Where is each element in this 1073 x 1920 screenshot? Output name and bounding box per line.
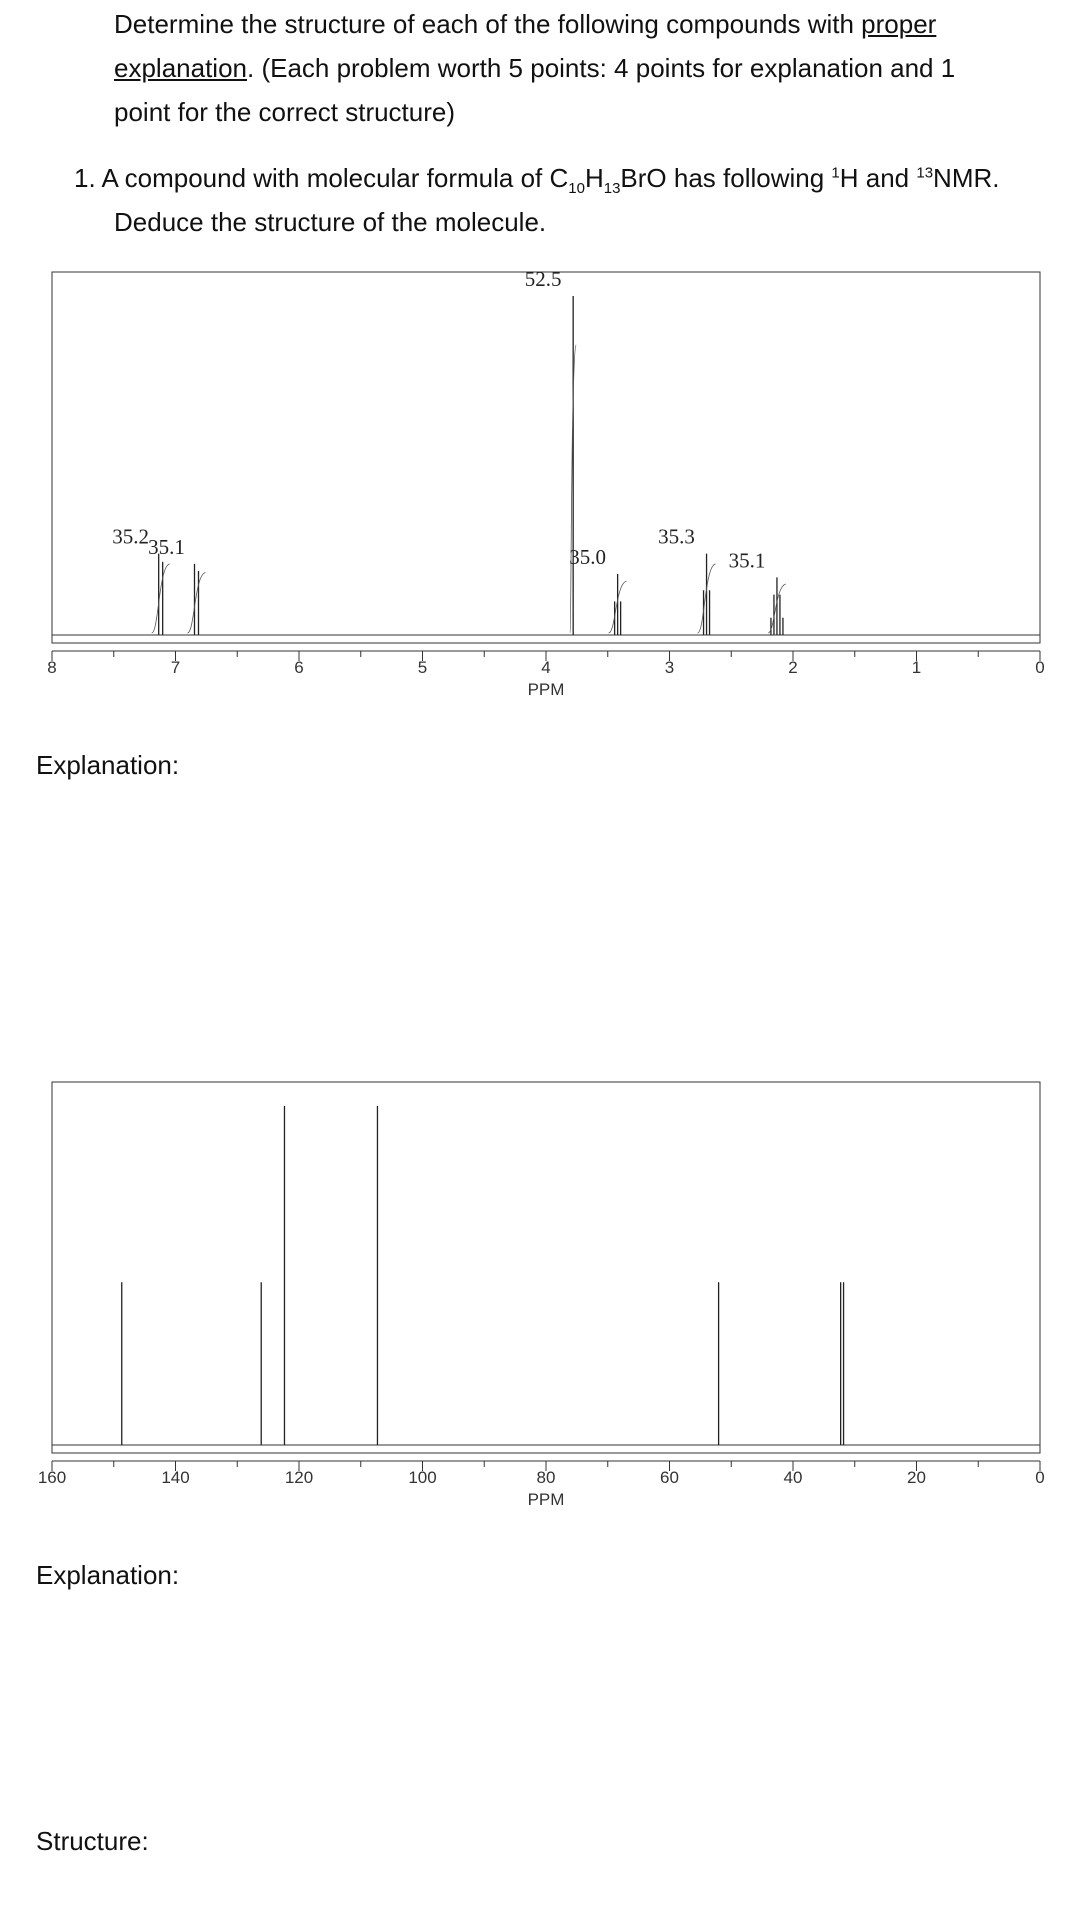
- tick-label: 160: [38, 1468, 66, 1487]
- instructions: Determine the structure of each of the f…: [114, 2, 1014, 134]
- tick-label: 4: [541, 658, 550, 677]
- tick-label: 60: [660, 1468, 679, 1487]
- c-nmr-spectrum: 160 140 120 100 80 60 40 20 0 PPM: [38, 1081, 1045, 1509]
- tick-label: 140: [161, 1468, 189, 1487]
- tick-label: 5: [418, 658, 427, 677]
- integral-curve: [608, 580, 627, 634]
- tick-label: 0: [1035, 1468, 1044, 1487]
- question-number: 1.: [74, 163, 96, 193]
- tick-label: 6: [294, 658, 303, 677]
- tick-label: 40: [784, 1468, 803, 1487]
- x-axis-label: PPM: [528, 1490, 565, 1509]
- tick-label: 1: [912, 658, 921, 677]
- tick-label: 8: [47, 658, 56, 677]
- peak-integral-label: 35.3: [658, 525, 695, 549]
- question-text: A compound with molecular formula of C10…: [101, 163, 1000, 198]
- peak-integral-label: 35.1: [729, 548, 766, 572]
- peak-integral-label: 35.0: [569, 545, 606, 569]
- plot-frame: [51, 271, 1041, 644]
- plot-frame: [51, 1081, 1041, 1454]
- peak-integral-label: 35.1: [148, 535, 185, 559]
- tick-label: 120: [285, 1468, 313, 1487]
- question-1: 1. A compound with molecular formula of …: [74, 156, 1064, 244]
- x-axis-label: PPM: [528, 680, 565, 699]
- question-line-2: Deduce the structure of the molecule.: [114, 207, 547, 237]
- integral-curve: [569, 344, 577, 634]
- structure-label: Structure:: [36, 1826, 149, 1856]
- tick-label: 2: [788, 658, 797, 677]
- integral-curve: [767, 583, 787, 634]
- integral-curve: [187, 572, 206, 634]
- tick-label: 0: [1035, 658, 1044, 677]
- explanation-label-1: Explanation:: [36, 750, 180, 780]
- tick-label: 20: [907, 1468, 926, 1487]
- peak-integral-label: 52.5: [525, 267, 562, 291]
- integral-curve: [697, 563, 716, 634]
- peak-integral-label: 35.2: [112, 525, 149, 549]
- tick-label: 100: [408, 1468, 436, 1487]
- instructions-text-b: . (Each problem worth 5 points: 4 points…: [114, 53, 956, 127]
- tick-label: 3: [665, 658, 674, 677]
- explanation-label-2: Explanation:: [36, 1560, 180, 1590]
- instructions-text-a: Determine the structure of each of the f…: [114, 9, 862, 39]
- integral-curve: [151, 563, 170, 634]
- tick-label: 80: [537, 1468, 556, 1487]
- tick-label: 7: [171, 658, 180, 677]
- instructions-underlined: proper explanation: [114, 9, 937, 83]
